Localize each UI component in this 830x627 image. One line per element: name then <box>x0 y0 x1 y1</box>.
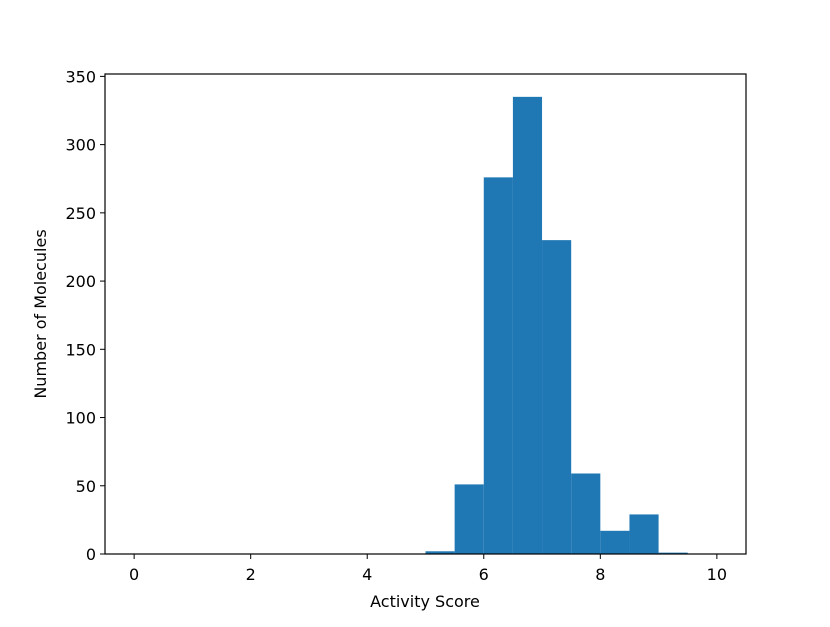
y-tick-label: 50 <box>76 477 96 496</box>
x-tick-label: 2 <box>246 565 256 584</box>
plot-frame <box>104 73 747 555</box>
bar <box>571 473 601 554</box>
y-tick-label: 250 <box>65 204 96 223</box>
y-tick-label: 0 <box>86 545 96 564</box>
y-tick-label: 300 <box>65 136 96 155</box>
bar <box>512 96 543 554</box>
x-tick-label: 10 <box>707 565 727 584</box>
bar <box>483 177 513 554</box>
bar <box>425 551 455 554</box>
y-tick-label: 350 <box>65 67 96 86</box>
bar <box>629 514 659 554</box>
x-tick-label: 8 <box>595 565 605 584</box>
bar <box>542 240 572 554</box>
bar <box>658 552 688 554</box>
x-tick-label: 4 <box>362 565 372 584</box>
x-tick-label: 0 <box>129 565 139 584</box>
bar <box>600 530 630 554</box>
y-tick-label: 150 <box>65 340 96 359</box>
x-axis-label: Activity Score <box>370 592 480 611</box>
x-tick-label: 6 <box>479 565 489 584</box>
y-axis-label: Number of Molecules <box>31 229 50 398</box>
bar <box>454 484 484 554</box>
y-tick-label: 200 <box>65 272 96 291</box>
y-tick-label: 100 <box>65 409 96 428</box>
